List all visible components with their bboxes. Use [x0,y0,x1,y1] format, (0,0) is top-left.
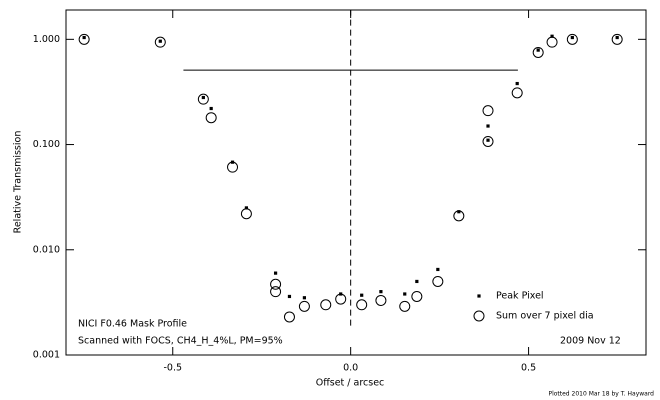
data-point [532,46,544,58]
data-point [227,161,239,173]
data-point [154,36,166,48]
data-point [375,294,387,306]
y-tick-label: 0.001 [33,350,60,361]
data-point [550,34,554,38]
data-point [415,279,419,284]
data-point [78,33,90,45]
data-point [360,293,364,297]
data-point [209,106,213,111]
date-label: 2009 Nov 12 [560,336,621,347]
x-tick-label: 0.0 [343,363,358,374]
data-point [432,275,444,287]
data-point [302,296,307,300]
data-point [615,35,619,40]
data-point [511,87,523,99]
x-tick-label: -0.5 [163,363,182,374]
legend-marker [477,294,481,298]
data-point [270,286,282,298]
data-point [287,294,292,299]
legend-label: Sum over 7 pixel dia [496,311,594,322]
data-point [482,105,494,117]
data-point [570,35,574,40]
data-point [320,299,332,311]
data-point [335,293,347,305]
chart-title: NICI F0.46 Mask Profile [78,319,187,330]
data-point [453,210,465,222]
data-point [298,300,310,312]
data-point [403,292,407,296]
data-point [515,81,519,86]
x-axis-title: Offset / arcsec [316,378,385,389]
data-point [283,311,295,323]
data-point [486,124,490,128]
data-point [436,267,440,272]
data-point [201,95,205,100]
data-point [379,290,383,294]
data-point [611,33,623,45]
data-point [197,93,209,105]
data-point [399,300,411,312]
data-point [273,271,278,275]
legend-marker [473,310,485,322]
y-tick-label: 1.000 [33,34,60,45]
footer: Plotted 2010 Mar 18 by T. Hayward [548,391,654,398]
data-point [356,299,368,311]
data-point [482,135,494,147]
chart-subtitle: Scanned with FOCS, CH4_H_4%L, PM=95% [78,336,283,347]
data-point [536,48,540,52]
data-point [486,138,490,142]
y-tick-label: 0.100 [33,139,60,150]
data-point [82,35,86,40]
legend-label: Peak Pixel [496,291,544,302]
data-point [270,278,282,290]
data-point [411,290,423,302]
y-axis-title: Relative Transmission [13,131,24,234]
y-tick-label: 0.010 [33,244,60,255]
x-tick-label: 0.5 [521,363,536,374]
data-point [158,39,162,43]
data-point [566,33,578,45]
data-point [205,112,217,124]
plot-frame [65,9,647,356]
data-point [244,206,249,210]
data-point [457,210,461,214]
data-point [546,36,558,48]
data-point [240,208,252,220]
